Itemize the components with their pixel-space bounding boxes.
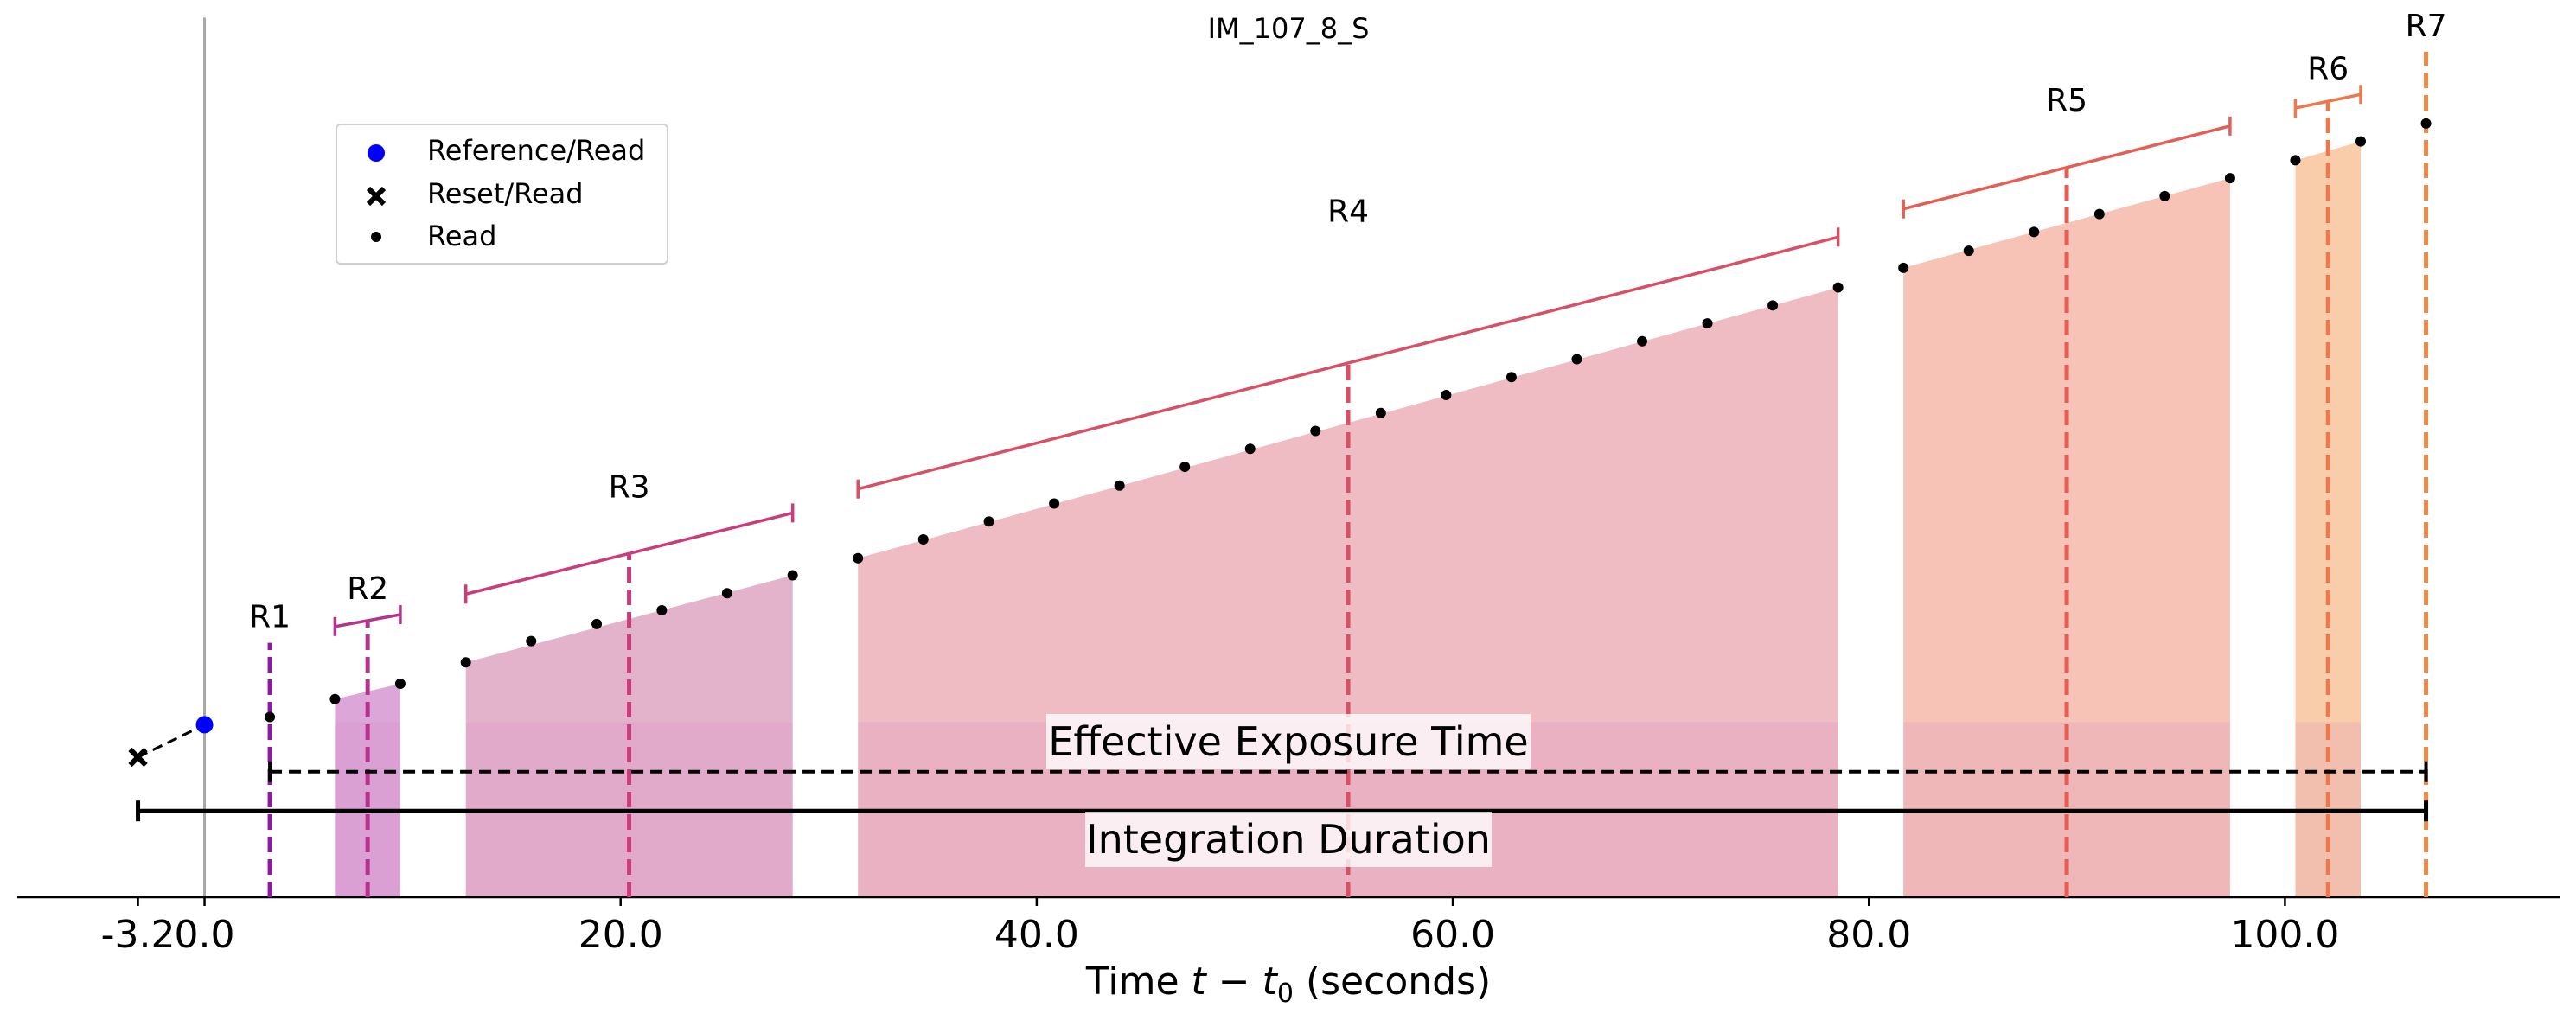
read-point-10	[917, 534, 929, 545]
read-point-26	[1963, 245, 1974, 257]
integration-duration-label-box	[1085, 812, 1492, 867]
bracket-r6	[2295, 92, 2362, 110]
reset-to-reference-line	[137, 724, 206, 759]
read-point-32	[2355, 136, 2366, 147]
read-point-5	[591, 618, 603, 629]
legend-reference-label: Reference/Read	[427, 134, 645, 167]
read-point-3	[460, 657, 471, 668]
read-point-33	[2420, 118, 2432, 129]
read-point-13	[1114, 480, 1125, 491]
legend-reset-label: Reset/Read	[427, 177, 584, 210]
bracket-r5	[1902, 124, 2231, 211]
read-point-21	[1637, 335, 1648, 347]
x-tick-label-5: 80.0	[1826, 913, 1911, 957]
read-point-8	[787, 570, 798, 581]
fill-r2	[335, 684, 400, 897]
resultant-label-r2: R2	[347, 571, 388, 607]
read-point-24	[1832, 282, 1844, 293]
chart-title: IM_107_8_S	[1208, 12, 1370, 45]
axes-layer: -3.2 0.0 20.0 40.0 60.0 80.0 100.0	[17, 17, 2560, 957]
x-tick-label-4: 60.0	[1410, 913, 1495, 957]
read-point-14	[1179, 462, 1191, 473]
read-point-1	[329, 693, 341, 704]
resultant-label-r6: R6	[2307, 51, 2349, 86]
read-point-12	[1049, 498, 1060, 509]
fill-r5	[1903, 178, 2230, 897]
bracket-r3	[465, 511, 794, 596]
read-point-20	[1571, 354, 1582, 365]
resultant-label-r1: R1	[249, 600, 291, 635]
read-point-30	[2224, 173, 2235, 184]
read-point-31	[2290, 155, 2301, 166]
effective-exposure-label: Effective Exposure Time	[1048, 718, 1528, 765]
legend-read-marker	[371, 232, 381, 242]
resultant-label-r4: R4	[1327, 194, 1369, 229]
read-point-19	[1505, 372, 1517, 383]
read-point-16	[1310, 425, 1321, 437]
legend-reset-marker	[366, 186, 387, 207]
labels-layer: R1 R2 R3 R4 R5 R6 R7 Effective Exposure Time Int…	[249, 9, 2447, 867]
x-axis-label: Time t − t0 (seconds)	[1085, 959, 1491, 1009]
x-tick-label-0: -3.2	[101, 913, 176, 957]
read-point-15	[1244, 443, 1256, 455]
read-point-17	[1375, 407, 1386, 418]
read-point-7	[721, 588, 732, 599]
fill-r6	[2295, 141, 2361, 897]
read-point-6	[656, 605, 668, 616]
read-point-18	[1441, 390, 1452, 401]
legend-read-label: Read	[427, 220, 496, 252]
read-point-27	[2029, 226, 2040, 238]
read-point-11	[983, 516, 994, 527]
resultant-label-r3: R3	[609, 469, 650, 505]
marks-layer	[128, 51, 2432, 897]
resultant-label-r5: R5	[2046, 83, 2087, 118]
read-point-29	[2159, 190, 2170, 201]
read-point-22	[1702, 318, 1713, 329]
read-point-23	[1767, 300, 1779, 311]
x-tick-label-2: 20.0	[578, 913, 663, 957]
integration-duration-label: Integration Duration	[1086, 816, 1491, 863]
read-point-0	[265, 711, 276, 723]
effective-exposure-label-box	[1046, 714, 1531, 769]
reset-read-point-stroke-b	[128, 747, 148, 768]
resultant-label-r7: R7	[2406, 9, 2447, 44]
bracket-r4	[857, 235, 1839, 491]
x-tick-label-6: 100.0	[2230, 913, 2339, 957]
read-point-25	[1898, 262, 1909, 273]
read-point-28	[2093, 208, 2105, 220]
read-point-4	[526, 635, 537, 647]
legend-reference-marker	[368, 144, 385, 162]
reference-read-point	[195, 716, 214, 734]
x-tick-label-3: 40.0	[994, 913, 1079, 957]
x-tick-label-1: 0.0	[175, 913, 235, 957]
legend-frame	[336, 124, 668, 265]
read-point-2	[394, 679, 406, 689]
read-point-9	[853, 552, 864, 564]
bracket-r2	[335, 613, 401, 628]
legend: Reference/Read Reset/Read Read	[336, 124, 668, 265]
